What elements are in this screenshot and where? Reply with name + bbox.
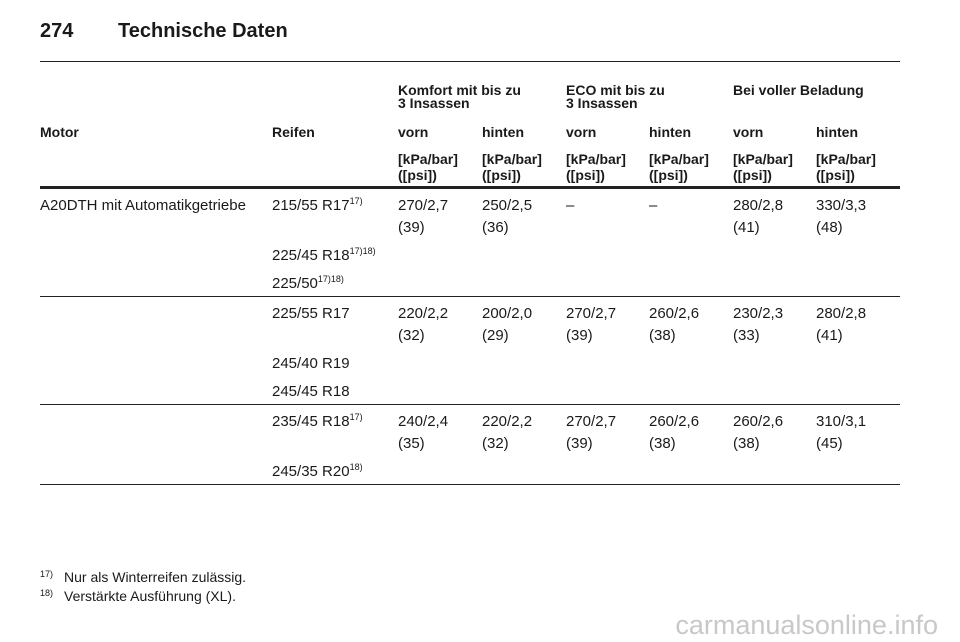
group-header: 3 Insassen: [398, 95, 470, 111]
pressure: –: [566, 197, 575, 214]
pressure: (38): [649, 327, 676, 344]
footnote-ref: 18): [349, 462, 363, 472]
footnote-text: Verstärkte Ausführung (XL).: [64, 588, 236, 604]
pressure: 280/2,8: [816, 305, 867, 322]
unit: [kPa/bar]: [482, 151, 542, 167]
rule: [40, 61, 900, 62]
pressure: 310/3,1: [816, 413, 867, 430]
pressure: 220/2,2: [398, 305, 449, 322]
tire-size: 245/45 R18: [272, 383, 350, 400]
pressure: 250/2,5: [482, 197, 533, 214]
rule: [40, 296, 900, 297]
unit: ([psi]): [482, 167, 521, 183]
page-title: Technische Daten: [118, 20, 288, 42]
tire: 235/45 R1817): [272, 411, 363, 433]
tire: 245/40 R19: [272, 353, 350, 375]
tire-size: 225/50: [272, 275, 318, 292]
unit: [kPa/bar]: [649, 151, 709, 167]
group-header: Bei voller Beladung: [733, 82, 864, 98]
tire: 225/55 R17: [272, 303, 350, 325]
unit: ([psi]): [398, 167, 437, 183]
pressure: (39): [398, 219, 425, 236]
rule: [40, 484, 900, 485]
tire-size: 235/45 R18: [272, 413, 350, 430]
pressure: 230/2,3: [733, 305, 784, 322]
tire-size: 245/40 R19: [272, 355, 350, 372]
pressure: 280/2,8: [733, 197, 784, 214]
column-header: hinten: [482, 124, 524, 140]
pressure: (29): [482, 327, 509, 344]
unit: ([psi]): [649, 167, 688, 183]
pressure: 240/2,4: [398, 413, 449, 430]
unit: [kPa/bar]: [816, 151, 876, 167]
tire-size: 245/35 R20: [272, 463, 350, 480]
motor: A20DTH mit Automatikgetriebe: [40, 197, 246, 214]
unit: ([psi]): [566, 167, 605, 183]
pressure: (38): [649, 435, 676, 452]
watermark: carmanualsonline.info: [675, 610, 938, 640]
pressure: (36): [482, 219, 509, 236]
pressure: (35): [398, 435, 425, 452]
pressure: 270/2,7: [566, 413, 617, 430]
pressure: (32): [398, 327, 425, 344]
pressure: (39): [566, 435, 593, 452]
rule: [40, 404, 900, 405]
tire: 225/5017)18): [272, 273, 344, 295]
unit: ([psi]): [733, 167, 772, 183]
pressure: 200/2,0: [482, 305, 533, 322]
pressure: (41): [733, 219, 760, 236]
column-header: hinten: [649, 124, 691, 140]
pressure: (48): [816, 219, 843, 236]
group-header: ECO mit bis zu: [566, 82, 665, 98]
pressure: 260/2,6: [733, 413, 784, 430]
pressure: 330/3,3: [816, 197, 867, 214]
column-header: Reifen: [272, 124, 315, 140]
column-header: vorn: [733, 124, 764, 140]
unit: [kPa/bar]: [733, 151, 793, 167]
pressure: (39): [566, 327, 593, 344]
pressure: –: [649, 197, 658, 214]
pressure: 260/2,6: [649, 305, 700, 322]
page-number: 274: [40, 20, 74, 42]
pressure: (32): [482, 435, 509, 452]
pressure: (45): [816, 435, 843, 452]
tire: 245/35 R2018): [272, 461, 363, 483]
tire: 245/45 R18: [272, 381, 350, 403]
pressure: (33): [733, 327, 760, 344]
footnote-ref: 17): [349, 196, 363, 206]
column-header: vorn: [398, 124, 429, 140]
pressure: 270/2,7: [398, 197, 449, 214]
tire-size: 225/55 R17: [272, 305, 350, 322]
footnote-ref: 17): [349, 412, 363, 422]
unit: ([psi]): [816, 167, 855, 183]
unit: [kPa/bar]: [398, 151, 458, 167]
pressure: (38): [733, 435, 760, 452]
pressure: 220/2,2: [482, 413, 533, 430]
tire: 225/45 R1817)18): [272, 245, 376, 267]
tire: 215/55 R1717): [272, 195, 363, 217]
pressure: (41): [816, 327, 843, 344]
rule: [40, 186, 900, 189]
tire-size: 225/45 R18: [272, 247, 350, 264]
footnote-ref: 17)18): [349, 246, 376, 256]
pressure: 260/2,6: [649, 413, 700, 430]
footnote-text: Nur als Winterreifen zulässig.: [64, 569, 247, 585]
footnote-mark: 18): [40, 588, 54, 598]
tire-size: 215/55 R17: [272, 197, 350, 214]
column-header: hinten: [816, 124, 858, 140]
column-header: Motor: [40, 124, 79, 140]
group-header: Komfort mit bis zu: [398, 82, 521, 98]
group-header: 3 Insassen: [566, 95, 638, 111]
footnote-mark: 17): [40, 569, 54, 579]
unit: [kPa/bar]: [566, 151, 626, 167]
column-header: vorn: [566, 124, 597, 140]
footnote-ref: 17)18): [317, 274, 344, 284]
pressure: 270/2,7: [566, 305, 617, 322]
